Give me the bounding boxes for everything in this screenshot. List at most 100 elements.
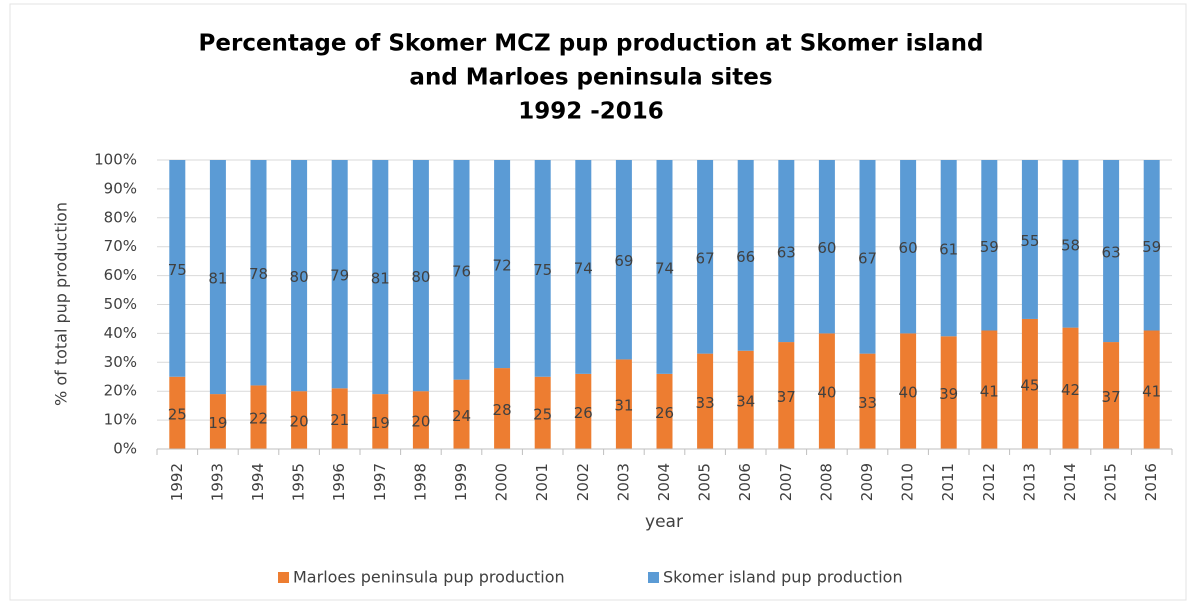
bar-segment	[209, 160, 226, 395]
x-tick-label: 2009	[858, 463, 876, 501]
data-label: 33	[858, 394, 877, 412]
data-label: 34	[736, 392, 755, 410]
y-tick-label: 10%	[104, 411, 137, 429]
y-tick-label: 0%	[113, 440, 137, 458]
data-label: 25	[168, 405, 187, 423]
data-label: 19	[371, 414, 390, 432]
x-tick-label: 1994	[249, 463, 267, 501]
data-label: 21	[330, 411, 349, 429]
bar-segment	[372, 160, 389, 395]
bar-segment	[291, 391, 308, 449]
x-tick-label: 1996	[330, 463, 348, 501]
data-label: 76	[452, 262, 471, 280]
data-label: 67	[696, 249, 715, 267]
bar-segment	[1062, 160, 1079, 328]
bar-segment	[818, 160, 835, 334]
bar-segment	[453, 379, 470, 449]
data-label: 78	[249, 265, 268, 283]
bar-segment	[656, 373, 673, 449]
bar-segment	[291, 160, 308, 392]
x-tick-label: 2013	[1020, 463, 1038, 501]
y-tick-label: 70%	[104, 237, 137, 255]
data-label: 41	[1142, 382, 1161, 400]
bar-segment	[331, 160, 348, 389]
data-label: 33	[696, 394, 715, 412]
data-label: 20	[290, 413, 309, 431]
data-label: 26	[574, 404, 593, 422]
bar-segment	[940, 336, 957, 449]
data-label: 61	[939, 241, 958, 259]
data-label: 58	[1061, 236, 1080, 254]
x-tick-label: 2012	[980, 463, 998, 501]
y-tick-label: 80%	[104, 208, 137, 226]
bar-segment	[818, 333, 835, 449]
data-label: 39	[939, 385, 958, 403]
data-label: 81	[371, 270, 390, 288]
x-tick-label: 1999	[452, 463, 470, 501]
bar-segment	[859, 160, 876, 354]
bar-segment	[209, 394, 226, 449]
bar-segment	[372, 394, 389, 449]
bar-segment	[1062, 327, 1079, 449]
y-tick-label: 60%	[104, 266, 137, 284]
bar-segment	[940, 160, 957, 337]
bar-segment	[169, 376, 186, 449]
data-label: 75	[168, 261, 187, 279]
bar-segment	[1021, 318, 1038, 449]
chart-title: and Marloes peninsula sites	[409, 65, 772, 91]
x-tick-label: 1995	[290, 463, 308, 501]
y-tick-label: 100%	[94, 151, 137, 169]
data-label: 37	[777, 388, 796, 406]
x-tick-label: 2008	[817, 463, 835, 501]
data-label: 79	[330, 267, 349, 285]
data-label: 24	[452, 407, 471, 425]
data-label: 20	[411, 413, 430, 431]
data-label: 59	[1142, 238, 1161, 256]
x-tick-label: 2004	[655, 463, 673, 501]
chart-title: 1992 -2016	[518, 99, 664, 125]
chart-border	[9, 3, 1187, 601]
data-label: 69	[614, 252, 633, 270]
data-label: 63	[1102, 244, 1121, 262]
data-label: 55	[1020, 232, 1039, 250]
bar-segment	[981, 330, 998, 449]
bar-segment	[250, 385, 267, 449]
data-label: 81	[208, 270, 227, 288]
data-label: 25	[533, 405, 552, 423]
x-tick-label: 1993	[208, 463, 226, 501]
legend-label: Marloes peninsula pup production	[293, 568, 565, 587]
data-label: 74	[655, 259, 674, 277]
x-tick-label: 1992	[168, 463, 186, 501]
bar-segment	[697, 353, 714, 449]
x-tick-label: 2002	[574, 463, 592, 501]
bar-segment	[737, 160, 754, 351]
x-tick-label: 2010	[899, 463, 917, 501]
x-tick-label: 2006	[736, 463, 754, 501]
x-tick-label: 1998	[411, 463, 429, 501]
y-tick-label: 90%	[104, 179, 137, 197]
data-label: 37	[1102, 388, 1121, 406]
x-tick-label: 1997	[371, 463, 389, 501]
bar-segment	[900, 160, 917, 334]
data-label: 59	[980, 238, 999, 256]
data-label: 22	[249, 410, 268, 428]
bar-segment	[615, 160, 632, 360]
bar-segment	[1103, 160, 1120, 343]
data-label: 80	[411, 268, 430, 286]
data-label: 60	[817, 239, 836, 257]
data-label: 19	[208, 414, 227, 432]
bar-segment	[615, 359, 632, 449]
data-label: 31	[614, 397, 633, 415]
x-tick-label: 2016	[1142, 463, 1160, 501]
x-tick-label: 2007	[777, 463, 795, 501]
legend-swatch	[648, 572, 659, 583]
bar-segment	[331, 388, 348, 449]
bar-segment	[169, 160, 186, 377]
bar-segment	[575, 373, 592, 449]
y-tick-label: 30%	[104, 353, 137, 371]
bar-segment	[1021, 160, 1038, 319]
data-label: 67	[858, 249, 877, 267]
data-label: 66	[736, 248, 755, 266]
bar-segment	[250, 160, 267, 386]
